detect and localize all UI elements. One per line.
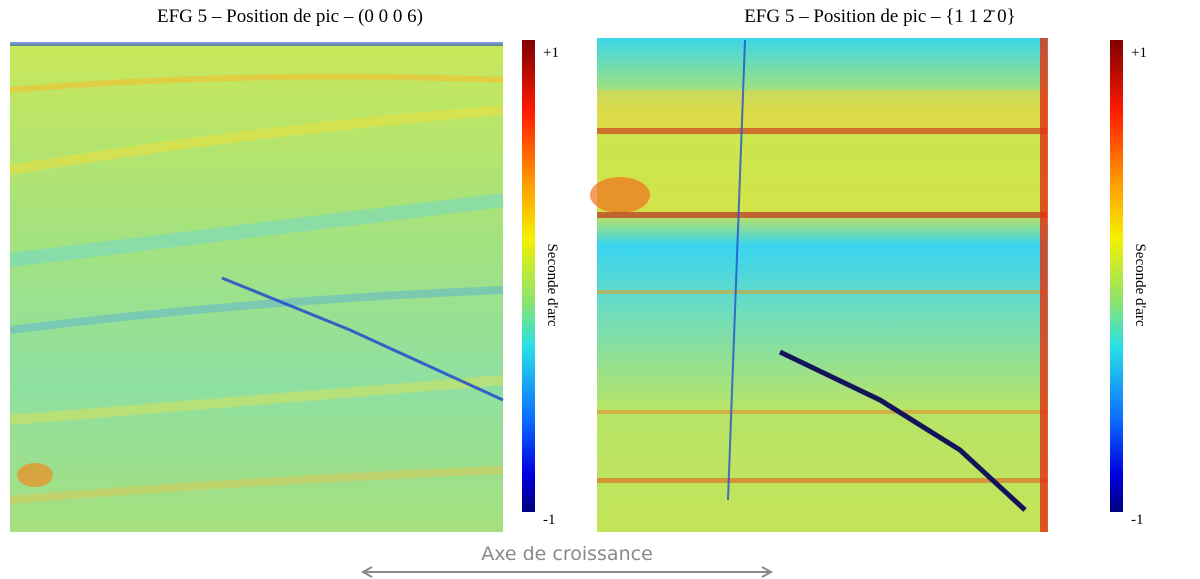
colorbar [1110,40,1123,512]
growth-axis-arrow [360,566,774,578]
heatmap [590,38,1048,532]
colorbar-label: Seconde d'arc [544,243,560,326]
colorbar [522,40,535,512]
panel-title: EFG 5 – Position de pic – {1 1 2̄ 0} [744,6,1016,27]
heatmap [9,42,504,532]
colorbar-min: -1 [543,512,556,528]
colorbar-max: +1 [1131,45,1147,61]
colorbar-min: -1 [1131,512,1144,528]
colorbar-max: +1 [543,45,559,61]
colorbar-label: Seconde d'arc [1132,243,1148,326]
panel-title: EFG 5 – Position de pic – (0 0 0 6) [157,6,423,27]
growth-axis-label: Axe de croissance [481,543,653,565]
